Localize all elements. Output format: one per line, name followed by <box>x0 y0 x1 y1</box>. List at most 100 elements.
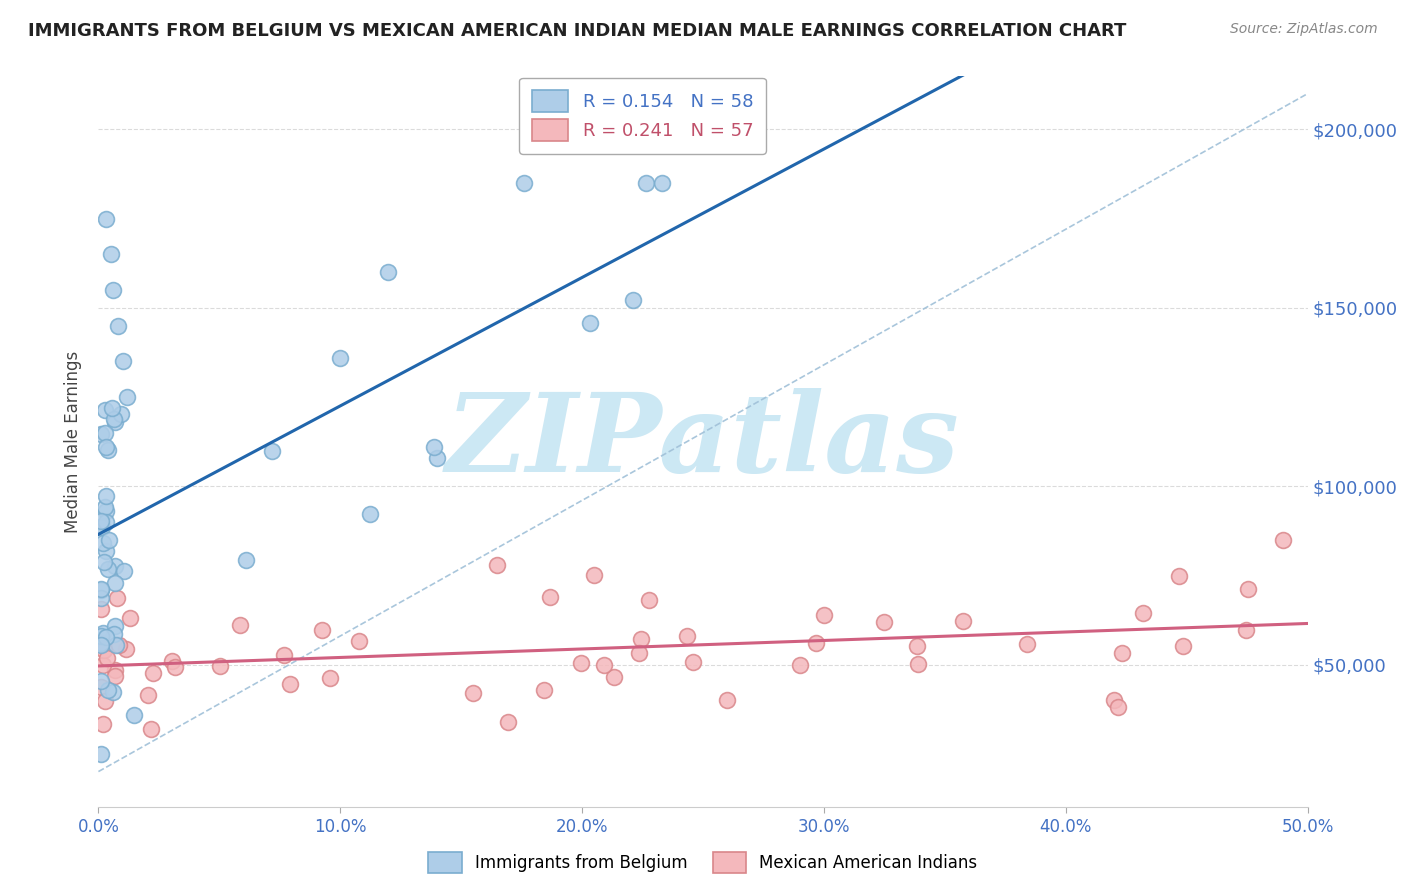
Point <box>789 658 811 673</box>
Point <box>262 443 284 458</box>
Point <box>359 507 381 521</box>
Point <box>91 658 114 673</box>
Point <box>513 176 536 190</box>
Point <box>94 441 117 455</box>
Point <box>111 354 134 368</box>
Point <box>94 403 117 417</box>
Point <box>103 627 125 641</box>
Point <box>593 657 616 672</box>
Point <box>675 629 697 643</box>
Point <box>103 412 125 426</box>
Point <box>1173 639 1195 653</box>
Point <box>638 593 661 607</box>
Point <box>107 318 129 333</box>
Point <box>97 443 120 458</box>
Point <box>90 673 112 688</box>
Point <box>94 426 117 441</box>
Point <box>96 651 118 665</box>
Point <box>1102 693 1125 707</box>
Point <box>1234 624 1257 638</box>
Point <box>682 655 704 669</box>
Point <box>329 351 352 365</box>
Point <box>311 624 333 638</box>
Point <box>209 658 232 673</box>
Point <box>907 657 929 671</box>
Point <box>634 176 657 190</box>
Point <box>91 626 114 640</box>
Point <box>93 694 115 708</box>
Point <box>97 683 120 698</box>
Point <box>1107 699 1129 714</box>
Point <box>347 634 370 648</box>
Point <box>90 638 112 652</box>
Point <box>100 401 122 415</box>
Point <box>235 552 257 566</box>
Point <box>422 440 444 454</box>
Point <box>1237 582 1260 596</box>
Legend: R = 0.154   N = 58, R = 0.241   N = 57: R = 0.154 N = 58, R = 0.241 N = 57 <box>519 78 766 154</box>
Point <box>319 671 342 685</box>
Point <box>1111 646 1133 660</box>
Point <box>90 515 112 529</box>
Point <box>93 555 115 569</box>
Point <box>90 747 112 761</box>
Point <box>94 543 117 558</box>
Point <box>1168 569 1191 583</box>
Point <box>120 611 142 625</box>
Text: ZIPatlas: ZIPatlas <box>446 388 960 495</box>
Point <box>104 619 127 633</box>
Point <box>101 283 124 297</box>
Point <box>651 176 673 190</box>
Point <box>273 648 295 662</box>
Point <box>96 504 118 518</box>
Point <box>716 693 738 707</box>
Point <box>163 659 186 673</box>
Point <box>621 293 644 308</box>
Point <box>122 707 145 722</box>
Point <box>96 630 118 644</box>
Point <box>426 450 449 465</box>
Text: IMMIGRANTS FROM BELGIUM VS MEXICAN AMERICAN INDIAN MEDIAN MALE EARNINGS CORRELAT: IMMIGRANTS FROM BELGIUM VS MEXICAN AMERI… <box>28 22 1126 40</box>
Point <box>873 615 896 629</box>
Point <box>377 265 399 279</box>
Point <box>96 515 118 529</box>
Point <box>94 489 117 503</box>
Point <box>90 582 112 597</box>
Point <box>1132 606 1154 620</box>
Point <box>98 533 121 547</box>
Point <box>93 642 115 657</box>
Point <box>104 559 127 574</box>
Point <box>105 591 128 606</box>
Point <box>1272 533 1295 547</box>
Point <box>90 583 112 598</box>
Point <box>108 638 131 652</box>
Text: Source: ZipAtlas.com: Source: ZipAtlas.com <box>1230 22 1378 37</box>
Point <box>952 614 974 628</box>
Point <box>101 685 124 699</box>
Point <box>90 681 112 695</box>
Point <box>583 568 606 582</box>
Point <box>538 591 561 605</box>
Point <box>90 520 112 534</box>
Point <box>114 641 136 656</box>
Point <box>139 723 162 737</box>
Point <box>112 564 135 578</box>
Point <box>93 717 115 731</box>
Point <box>278 677 301 691</box>
Point <box>136 688 159 702</box>
Point <box>90 629 112 643</box>
Point <box>486 558 509 572</box>
Point <box>90 520 112 534</box>
Point <box>905 640 928 654</box>
Point <box>104 638 127 652</box>
Point <box>229 618 252 632</box>
Point <box>100 247 122 261</box>
Point <box>97 562 120 576</box>
Point <box>142 666 165 681</box>
Point <box>496 715 519 730</box>
Point <box>160 654 183 668</box>
Point <box>579 316 602 330</box>
Point <box>813 608 835 623</box>
Point <box>104 576 127 591</box>
Point <box>110 407 132 421</box>
